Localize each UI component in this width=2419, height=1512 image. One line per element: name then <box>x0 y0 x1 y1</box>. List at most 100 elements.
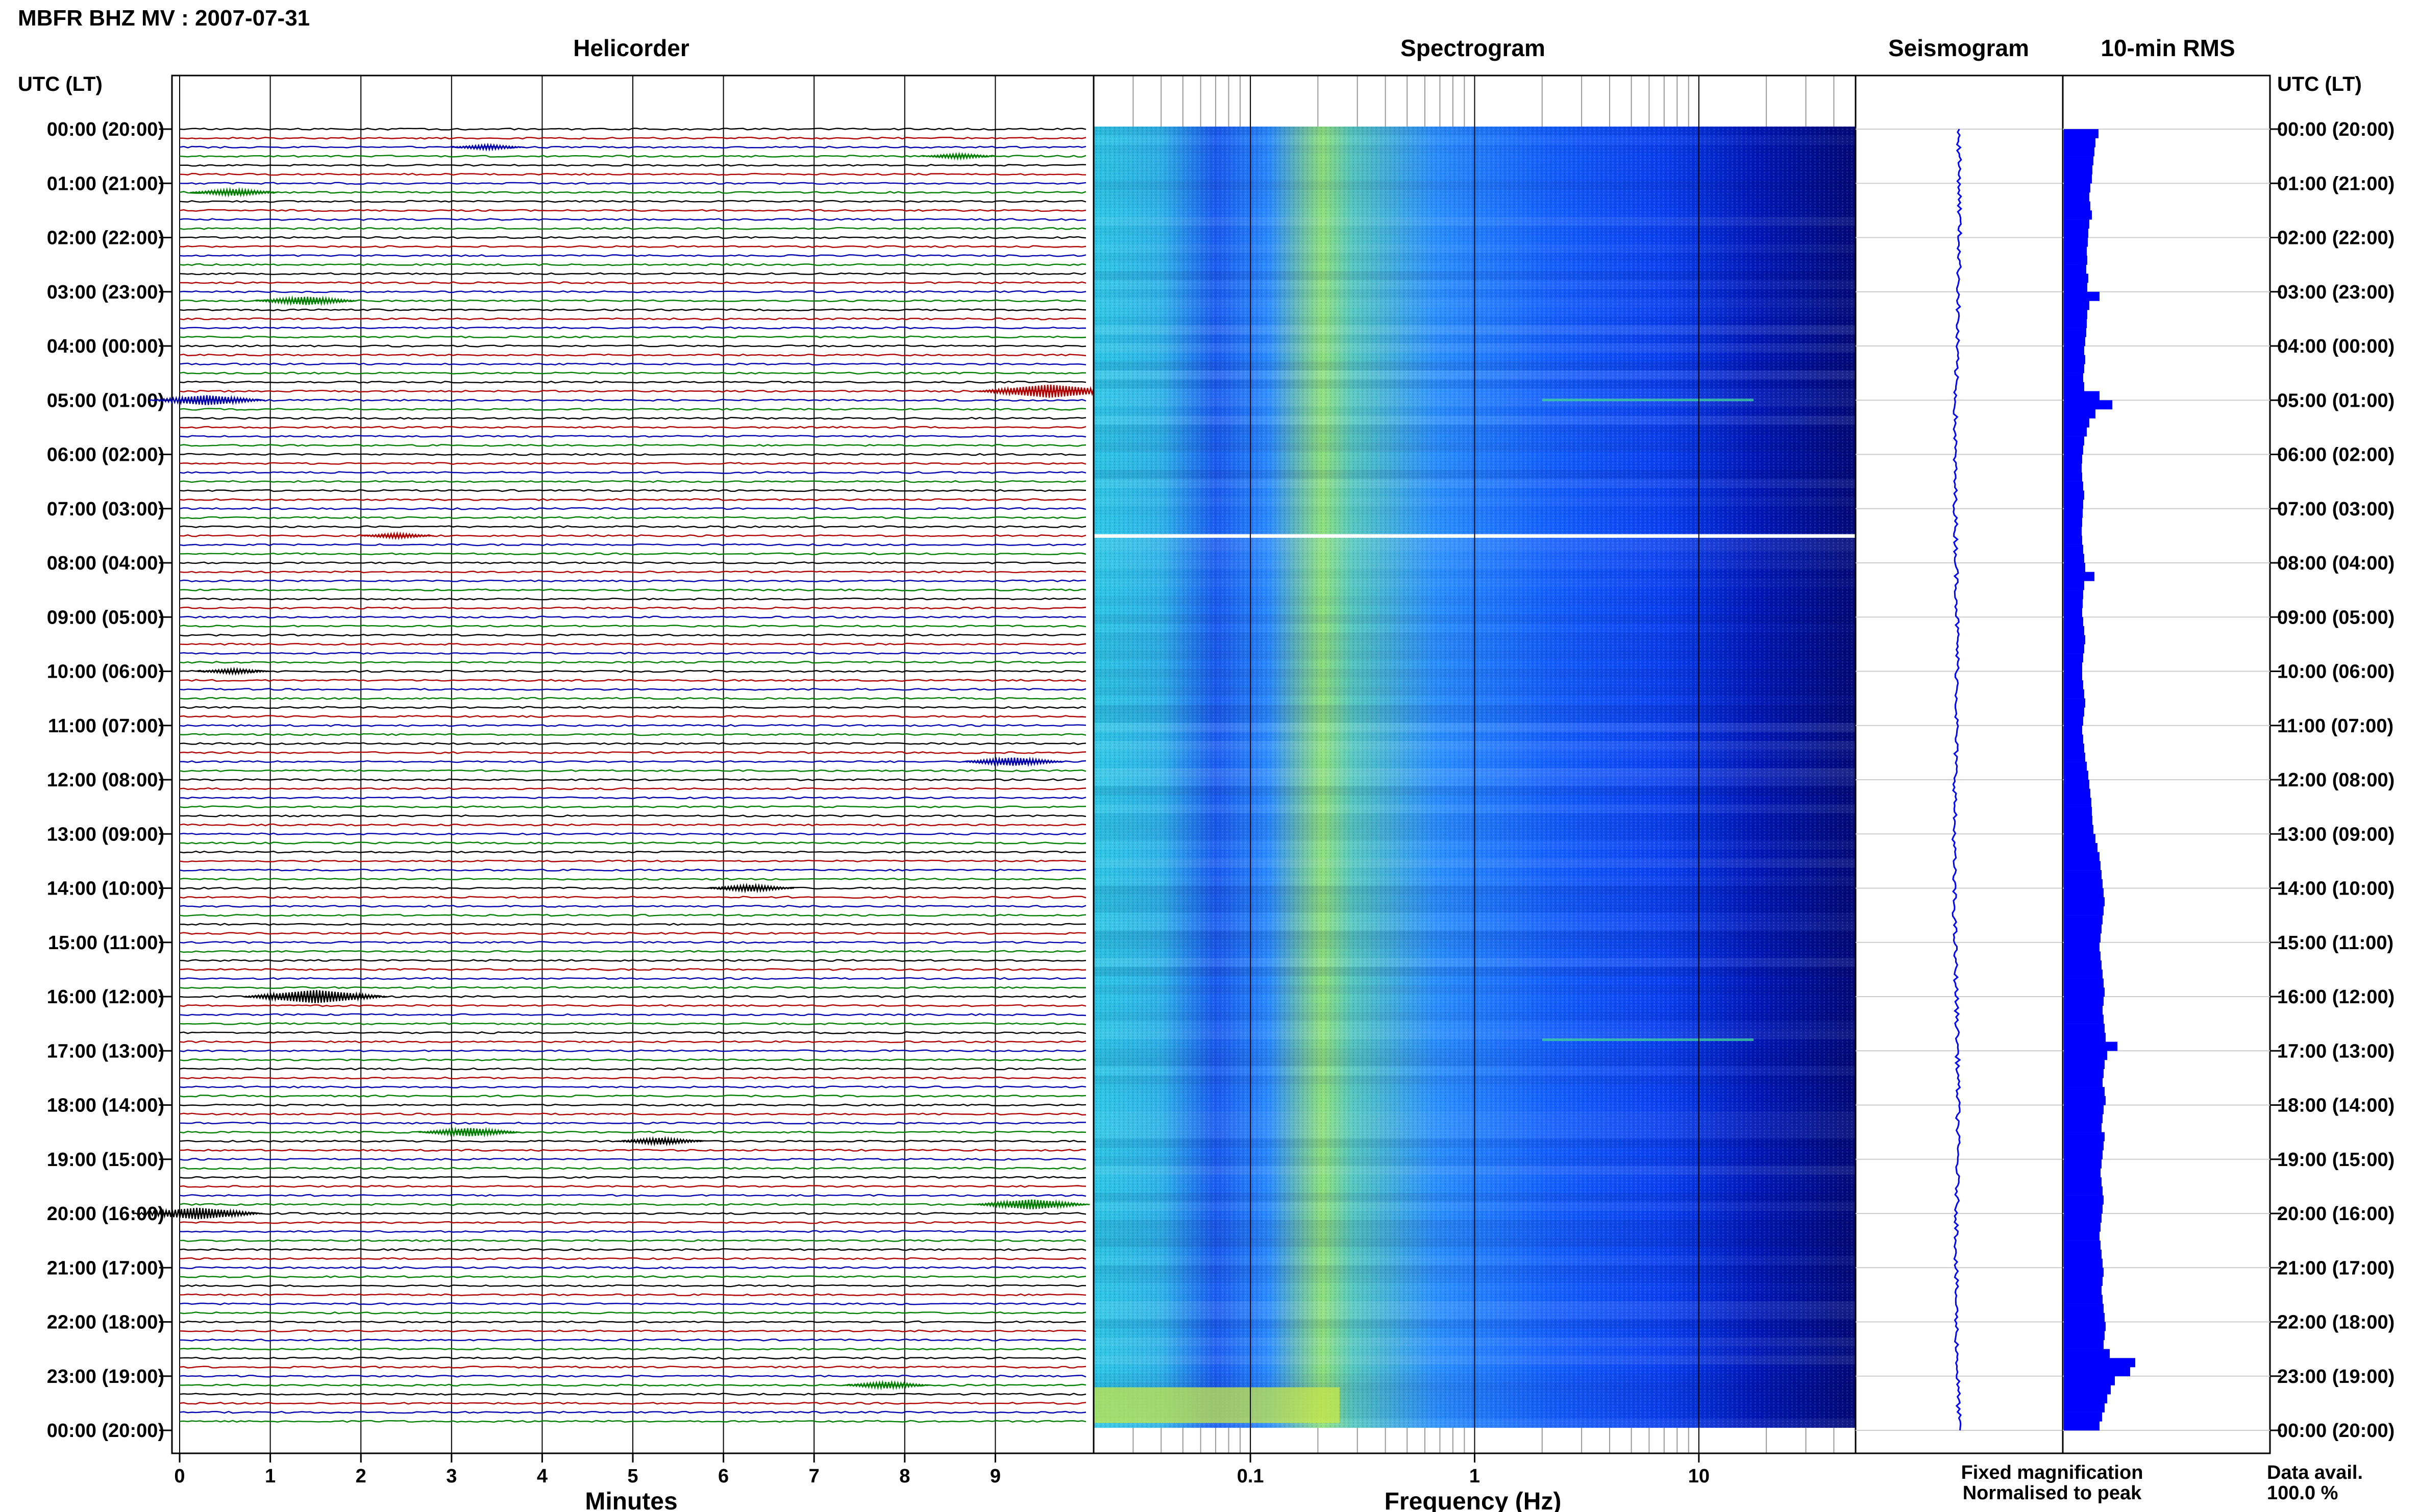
rms-bar <box>2064 815 2092 825</box>
rms-bar <box>2064 1195 2104 1205</box>
helicorder-trace-line <box>179 525 1087 529</box>
time-tick-label: 07:00 (03:00) <box>47 499 164 520</box>
time-tick-label: 16:00 (12:00) <box>2277 986 2395 1008</box>
rms-bar <box>2064 255 2087 265</box>
rms-bar <box>2064 427 2087 437</box>
time-tick-label: 00:00 (20:00) <box>47 1420 164 1442</box>
time-tick-label: 18:00 (14:00) <box>2277 1095 2395 1117</box>
helicorder-trace-line <box>179 1383 1087 1387</box>
helicorder-trace-line <box>179 679 1087 682</box>
helicorder-trace-line <box>179 814 1087 817</box>
helicorder-trace-line <box>179 435 1087 438</box>
rms-bar <box>2064 527 2082 536</box>
time-axis-label-left: UTC (LT) <box>18 73 103 95</box>
rms-bar <box>2064 572 2094 581</box>
spectrogram-feature-line <box>1542 399 1754 402</box>
figure-title: MBFR BHZ MV : 2007-07-31 <box>18 6 310 31</box>
minute-tick-label: 5 <box>627 1466 638 1487</box>
helicorder-trace-line <box>179 534 1087 537</box>
helicorder-trace-line <box>179 1157 1087 1161</box>
helicorder-event <box>149 394 265 406</box>
helicorder-trace-line <box>179 236 1087 239</box>
rms-bar <box>2064 599 2083 608</box>
rms-bar <box>2064 382 2084 391</box>
rms-bar <box>2064 508 2083 518</box>
helicorder-trace-line <box>179 480 1087 483</box>
rms-bar <box>2064 409 2095 418</box>
rms-bar <box>2064 264 2086 274</box>
rms-bar <box>2064 1268 2104 1277</box>
helicorder-events <box>132 142 1122 1391</box>
rms-bar <box>2064 554 2084 563</box>
rms-bar <box>2064 1304 2104 1313</box>
rms-bar <box>2064 1005 2103 1015</box>
rms-bar <box>2064 1051 2107 1060</box>
helicorder-trace-line <box>179 408 1087 411</box>
time-tick-label: 02:00 (22:00) <box>47 228 164 249</box>
helicorder-trace-line <box>179 642 1087 646</box>
rms-bar <box>2064 590 2083 600</box>
spectrogram-panel: 0.1 1 10 <box>1093 75 1857 1487</box>
helicorder-trace-line <box>179 145 1087 149</box>
rms-bar <box>2064 1394 2107 1404</box>
helicorder-trace-line <box>179 182 1087 185</box>
helicorder-trace-line <box>179 399 1087 402</box>
helicorder-trace-line <box>179 625 1087 628</box>
helicorder-event <box>197 666 271 676</box>
rms-bar <box>2064 274 2088 283</box>
rms-bar <box>2064 472 2082 482</box>
helicorder-trace-line <box>179 335 1087 339</box>
rms-bar <box>2064 318 2087 328</box>
rms-bar <box>2064 129 2099 138</box>
helicorder-trace-line <box>179 579 1087 583</box>
helicorder-trace-line <box>179 1167 1087 1170</box>
helicorder-trace-line <box>179 1347 1087 1351</box>
rms-bar <box>2064 1231 2100 1241</box>
rms-bar <box>2064 698 2085 708</box>
rms-bar <box>2064 1322 2106 1331</box>
helicorder-trace-line <box>179 769 1087 773</box>
helicorder-trace-line <box>179 1329 1087 1333</box>
rms-bar <box>2064 707 2084 717</box>
helicorder-trace-line <box>179 1094 1087 1098</box>
rms-bar <box>2064 165 2092 175</box>
helicorder-trace-line <box>179 1194 1087 1197</box>
seismogram-trace <box>1951 129 1963 1431</box>
helicorder-trace-line <box>179 706 1087 709</box>
rms-bar <box>2064 1024 2105 1033</box>
rms-bar <box>2064 780 2089 789</box>
rms-bar <box>2064 1285 2102 1295</box>
helicorder-trace-line <box>179 209 1087 212</box>
rms-bar <box>2064 301 2089 310</box>
rms-bar <box>2064 788 2090 798</box>
helicorder-trace-line <box>179 778 1087 781</box>
helicorder-trace-line <box>179 371 1087 375</box>
helicorder-trace-line <box>179 986 1086 989</box>
time-tick-label: 15:00 (11:00) <box>48 932 164 954</box>
helicorder-trace-line <box>179 128 1087 131</box>
helicorder-trace-line <box>179 1031 1087 1034</box>
rms-bar <box>2064 888 2104 898</box>
rms-bar <box>2064 752 2085 762</box>
rms-bar <box>2064 933 2101 943</box>
helicorder-minute-ticks: 0 1 2 3 4 5 6 7 8 9 <box>174 1453 1001 1487</box>
time-tick-labels-left: 00:00 (20:00) 01:00 (21:00) 02:00 (22:00) 0… <box>47 119 172 1442</box>
helicorder-trace-line <box>179 389 1087 393</box>
helicorder-trace-line <box>179 1112 1087 1116</box>
time-tick-label: 13:00 (09:00) <box>2277 824 2395 845</box>
rms-bar <box>2064 1168 2101 1178</box>
rms-bar <box>2064 671 2082 681</box>
rms-bar <box>2064 563 2085 572</box>
helicorder-trace-line <box>179 489 1087 492</box>
helicorder-trace-line <box>179 913 1087 917</box>
frequency-tick-label: 0.1 <box>1237 1466 1264 1487</box>
time-tick-label: 22:00 (18:00) <box>47 1312 164 1333</box>
rms-bar <box>2064 1249 2102 1259</box>
helicorder-trace-line <box>179 1212 1087 1215</box>
helicorder-trace-line <box>179 344 1087 348</box>
helicorder-event <box>962 756 1064 767</box>
helicorder-trace-line <box>179 697 1087 700</box>
helicorder-trace-line <box>180 164 1087 167</box>
time-tick-label: 09:00 (05:00) <box>2277 607 2395 628</box>
rms-bar <box>2064 1331 2105 1341</box>
